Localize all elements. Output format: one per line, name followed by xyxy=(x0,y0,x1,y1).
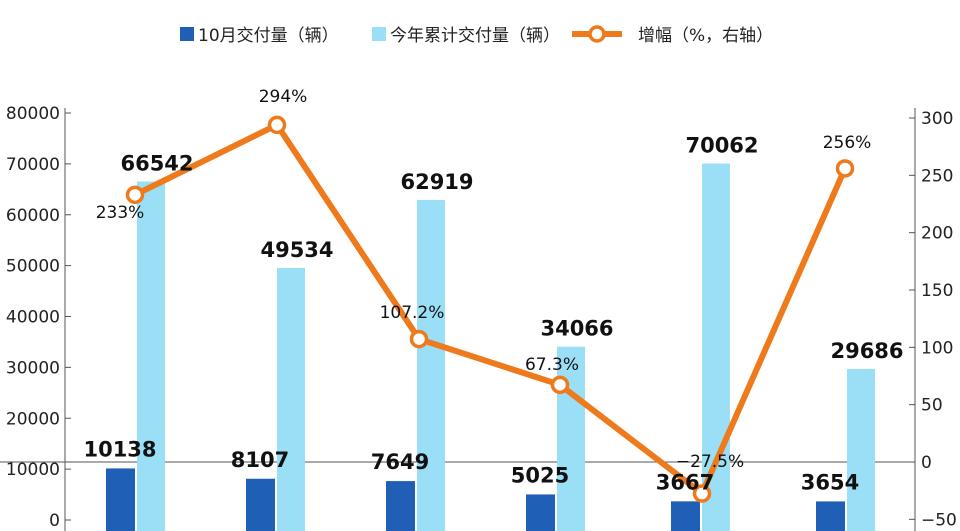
bar-monthly-label: 10138 xyxy=(83,437,156,461)
bar-cumulative-label: 29686 xyxy=(830,339,903,363)
legend-swatch-monthly xyxy=(180,27,194,41)
growth-label: 233% xyxy=(96,203,145,223)
right-tick-label: 150 xyxy=(921,281,953,301)
left-tick-label: 40000 xyxy=(6,308,60,328)
left-tick-label: 0 xyxy=(49,511,60,531)
right-tick-label: 250 xyxy=(921,166,953,186)
bar-monthly-label: 7649 xyxy=(371,450,429,474)
legend-label-growth: 增幅（%，右轴） xyxy=(638,26,773,46)
growth-line-path xyxy=(133,121,848,497)
growth-point xyxy=(550,375,570,395)
growth-point xyxy=(835,159,855,178)
bar-cumulative-label: 34066 xyxy=(540,317,613,341)
data-labels: 10138 66542 8107 49534 7649 62919 5025 34066 366… xyxy=(83,87,903,494)
right-tick-label: 50 xyxy=(921,396,943,416)
legend: 10月交付量（辆） 今年累计交付量（辆） 增幅（%，右轴） xyxy=(180,25,773,46)
left-tick-label: 20000 xyxy=(6,409,60,429)
growth-line xyxy=(125,115,855,503)
growth-label: −27.5% xyxy=(676,452,744,472)
bar-cumulative xyxy=(702,163,730,531)
bar-monthly xyxy=(386,481,415,531)
legend-label-cumulative: 今年累计交付量（辆） xyxy=(390,26,560,46)
bar-cumulative xyxy=(137,181,165,531)
bar-monthly-label: 3667 xyxy=(656,470,714,494)
bar-monthly xyxy=(246,478,275,531)
right-tick-label: 300 xyxy=(921,109,953,129)
growth-label: 107.2% xyxy=(380,303,445,323)
right-tick-label: −50 xyxy=(921,510,957,530)
legend-label-monthly: 10月交付量（辆） xyxy=(198,26,339,46)
bar-cumulative-label: 49534 xyxy=(260,238,333,262)
growth-label: 294% xyxy=(259,87,308,107)
left-tick-label: 70000 xyxy=(6,155,60,175)
bar-monthly xyxy=(816,501,845,531)
axes: 0 10000 20000 30000 40000 50000 60000 70000 8000… xyxy=(0,104,957,531)
right-tick-label: 200 xyxy=(921,224,953,244)
bar-monthly-label: 8107 xyxy=(231,448,289,472)
left-tick-label: 60000 xyxy=(6,206,60,226)
left-tick-label: 80000 xyxy=(6,104,60,124)
left-tick-label: 10000 xyxy=(6,460,60,480)
left-tick-label: 30000 xyxy=(6,358,60,378)
growth-label: 67.3% xyxy=(525,355,579,375)
growth-label: 256% xyxy=(823,133,872,153)
bar-cumulative xyxy=(847,368,875,531)
bars xyxy=(106,163,875,531)
bar-cumulative-label: 66542 xyxy=(120,151,193,175)
bar-cumulative xyxy=(417,199,445,531)
bar-cumulative-label: 62919 xyxy=(400,170,473,194)
bar-monthly xyxy=(526,494,555,531)
growth-point xyxy=(125,185,145,205)
left-tick-label: 50000 xyxy=(6,257,60,277)
growth-point xyxy=(692,484,712,503)
legend-swatch-cumulative xyxy=(372,27,386,41)
bar-monthly xyxy=(671,501,700,531)
right-tick-label: 100 xyxy=(921,338,953,358)
bar-cumulative xyxy=(277,267,305,531)
growth-point xyxy=(267,115,287,135)
legend-marker-growth xyxy=(588,25,606,43)
growth-point xyxy=(409,329,429,349)
bar-cumulative-label: 70062 xyxy=(685,134,758,158)
bar-monthly-label: 3654 xyxy=(801,470,859,494)
bar-monthly xyxy=(106,468,135,531)
bar-monthly-label: 5025 xyxy=(511,463,569,487)
right-tick-label: 0 xyxy=(921,453,932,473)
